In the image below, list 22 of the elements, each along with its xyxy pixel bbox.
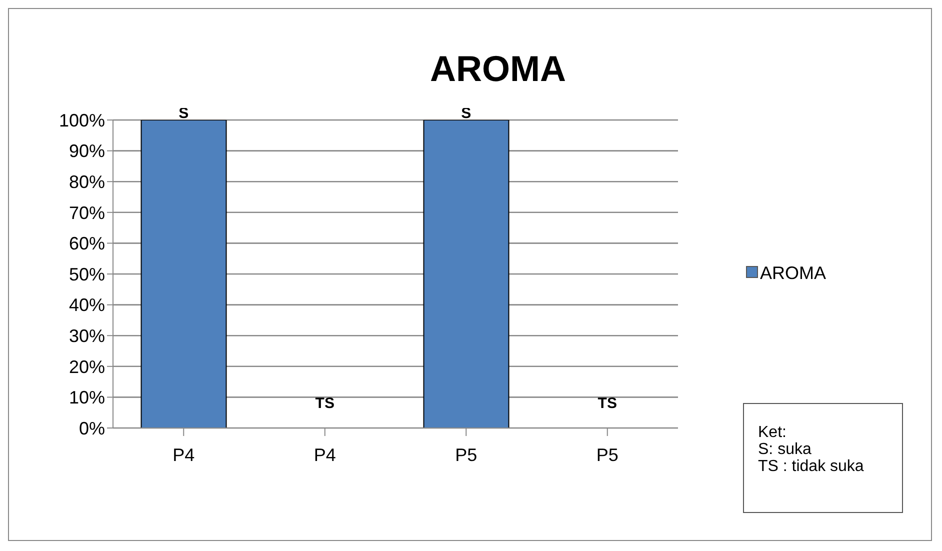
data-label: TS	[598, 395, 617, 412]
legend-label: AROMA	[760, 263, 826, 284]
y-tick-label: 0%	[78, 418, 105, 438]
y-tick-label: 40%	[68, 295, 105, 316]
y-tick-label: 60%	[68, 234, 105, 254]
chart-title: AROMA	[429, 48, 567, 90]
y-tick-label: 80%	[68, 172, 105, 192]
x-tick-label: P4	[314, 444, 336, 465]
y-tick-label: 100%	[58, 110, 105, 130]
text: TS : tidak suka	[758, 458, 865, 475]
x-tick-label: P5	[455, 444, 478, 465]
data-label: TS	[315, 395, 334, 412]
y-tick-label: 30%	[68, 326, 105, 346]
y-tick-label: 20%	[68, 356, 105, 377]
text: S: suka	[758, 441, 812, 458]
text: Ket:	[758, 424, 788, 441]
x-tick-label: P4	[172, 444, 195, 465]
y-tick-label: 10%	[68, 388, 105, 408]
y-tick-label: 70%	[68, 202, 105, 223]
y-tick-label: 90%	[68, 141, 105, 162]
x-tick-label: P5	[596, 444, 618, 465]
y-tick-label: 50%	[68, 264, 105, 284]
